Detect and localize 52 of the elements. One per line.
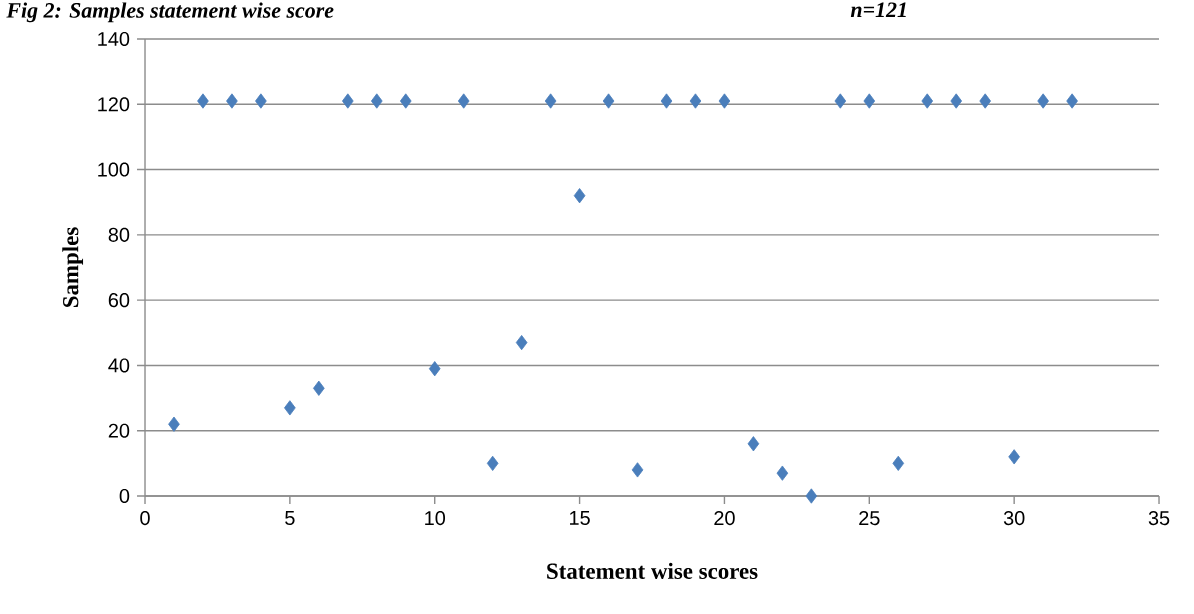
point [834, 93, 847, 109]
point [284, 400, 296, 416]
point [602, 93, 615, 109]
y-tick-label: 140 [98, 31, 130, 47]
point [921, 93, 934, 109]
point [892, 455, 905, 471]
point [747, 436, 760, 452]
point [486, 455, 499, 471]
y-tick-label: 60 [108, 293, 130, 308]
point [1008, 449, 1020, 465]
y-tick-label: 80 [108, 227, 130, 242]
point [631, 462, 644, 478]
point [428, 361, 441, 377]
point [805, 488, 818, 504]
y-tick-label: 100 [98, 162, 130, 177]
point [979, 93, 991, 109]
point [226, 93, 238, 109]
point [544, 93, 557, 109]
x-tick-label: 0 [140, 511, 150, 526]
x-tick-label: 5 [285, 511, 295, 525]
point [342, 93, 354, 109]
point [950, 93, 963, 109]
point [1066, 93, 1078, 109]
x-tick-label: 35 [1148, 511, 1170, 526]
text: n=121 [850, 2, 906, 17]
point [573, 188, 586, 204]
point [1037, 93, 1049, 109]
point [255, 93, 267, 109]
x-tick-label: 15 [570, 511, 590, 525]
point [168, 416, 180, 432]
point [399, 93, 412, 109]
y-tick-label: 120 [98, 97, 130, 112]
point [313, 380, 325, 396]
point [515, 334, 528, 351]
x-tick-label: 30 [1003, 511, 1025, 526]
y-tick-label: 0 [119, 488, 130, 504]
x-tick-label: 10 [425, 511, 446, 526]
point [776, 465, 789, 481]
point [370, 93, 383, 109]
y-tick-label: 40 [108, 358, 130, 373]
point [718, 93, 731, 109]
y-axis-title: Samples [62, 227, 84, 308]
point [197, 93, 209, 109]
point [660, 93, 673, 109]
x-axis-title: Statement wise scores [547, 562, 758, 579]
x-tick-label: 25 [859, 511, 880, 526]
x-tick-label: 20 [714, 511, 735, 526]
point [863, 93, 876, 109]
point [689, 93, 702, 109]
chart-title: Fig 2: Samples statement wise score [6, 2, 334, 23]
y-tick-label: 20 [108, 423, 130, 438]
point [457, 93, 470, 109]
